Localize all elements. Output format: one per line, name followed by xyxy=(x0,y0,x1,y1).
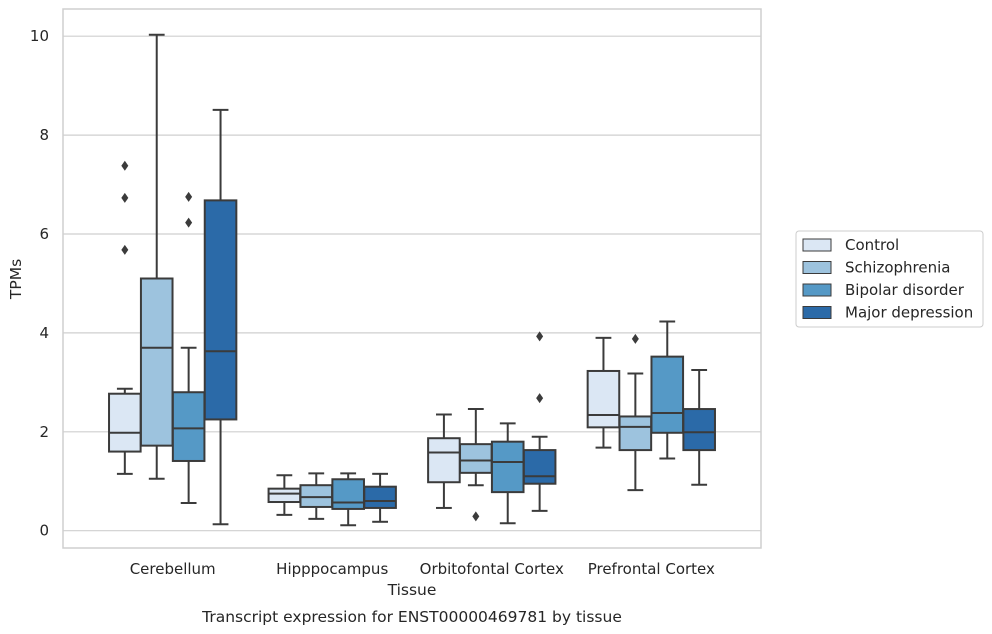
box-body xyxy=(108,392,142,453)
box-body xyxy=(331,478,365,510)
box-0-0 xyxy=(108,160,142,475)
outlier-point xyxy=(185,191,193,202)
x-tick-label: Cerebellum xyxy=(130,560,216,578)
x-axis-label: Tissue xyxy=(387,581,437,599)
boxes xyxy=(108,33,716,527)
x-tick-label: Orbitofontal Cortex xyxy=(420,560,564,578)
box-body xyxy=(618,415,653,452)
box-2-1 xyxy=(459,408,493,522)
box-3-3 xyxy=(682,368,716,486)
legend-swatch xyxy=(802,261,832,274)
box-3-2 xyxy=(650,320,685,460)
box-0-2 xyxy=(171,191,206,505)
box-body xyxy=(267,487,302,504)
y-tick-label: 2 xyxy=(39,423,49,441)
y-tick-label: 4 xyxy=(39,324,49,342)
box-0-1 xyxy=(139,33,174,480)
box-body xyxy=(650,355,685,434)
box-2-3 xyxy=(522,331,557,512)
x-tick-label: Prefrontal Cortex xyxy=(588,560,715,578)
box-body xyxy=(427,437,461,484)
outlier-point xyxy=(121,244,129,255)
legend-swatch xyxy=(802,306,832,319)
y-tick-label: 10 xyxy=(30,27,49,45)
legend-swatch xyxy=(802,283,832,297)
box-body xyxy=(459,443,493,474)
legend: Control Schizophrenia Bipolar disorder Majo… xyxy=(795,230,984,328)
box-body xyxy=(682,408,716,452)
y-tick-label: 6 xyxy=(39,225,49,243)
outlier-point xyxy=(185,217,193,228)
legend-frame xyxy=(795,230,984,328)
y-tick-label: 0 xyxy=(39,522,49,540)
box-2-0 xyxy=(427,413,461,509)
legend-label: Major depression xyxy=(845,304,973,322)
box-1-3 xyxy=(363,472,397,523)
box-1-1 xyxy=(299,472,334,520)
box-body xyxy=(522,449,557,485)
chart-title: Transcript expression for ENST0000046978… xyxy=(201,608,622,626)
outlier-point xyxy=(121,192,129,203)
outlier-point xyxy=(472,511,480,522)
legend-label: Bipolar disorder xyxy=(845,281,965,299)
box-3-1 xyxy=(618,333,653,492)
legend-label: Control xyxy=(845,236,899,254)
x-tick-labels: Cerebellum Hipppocampus Orbitofontal Corte… xyxy=(130,560,715,578)
box-2-2 xyxy=(490,422,525,525)
outlier-point xyxy=(536,331,544,342)
y-axis-label: TPMs xyxy=(7,259,25,300)
box-body xyxy=(171,391,206,462)
box-body xyxy=(203,199,238,421)
box-3-0 xyxy=(586,336,621,449)
y-tick-label: 8 xyxy=(39,126,49,144)
legend-label: Schizophrenia xyxy=(845,259,950,277)
box-body xyxy=(363,485,397,509)
x-tick-label: Hipppocampus xyxy=(276,560,388,578)
box-body xyxy=(586,369,621,429)
plot-frame xyxy=(62,8,762,549)
outlier-point xyxy=(536,393,544,404)
y-tick-labels: 0 2 4 6 8 10 xyxy=(30,27,49,539)
outlier-point xyxy=(121,160,129,171)
outlier-point xyxy=(631,333,639,344)
box-body xyxy=(490,440,525,494)
legend-swatch xyxy=(802,238,832,252)
box-1-0 xyxy=(267,474,302,516)
box-0-3 xyxy=(203,108,238,526)
box-1-2 xyxy=(331,472,365,527)
box-body xyxy=(139,277,174,447)
